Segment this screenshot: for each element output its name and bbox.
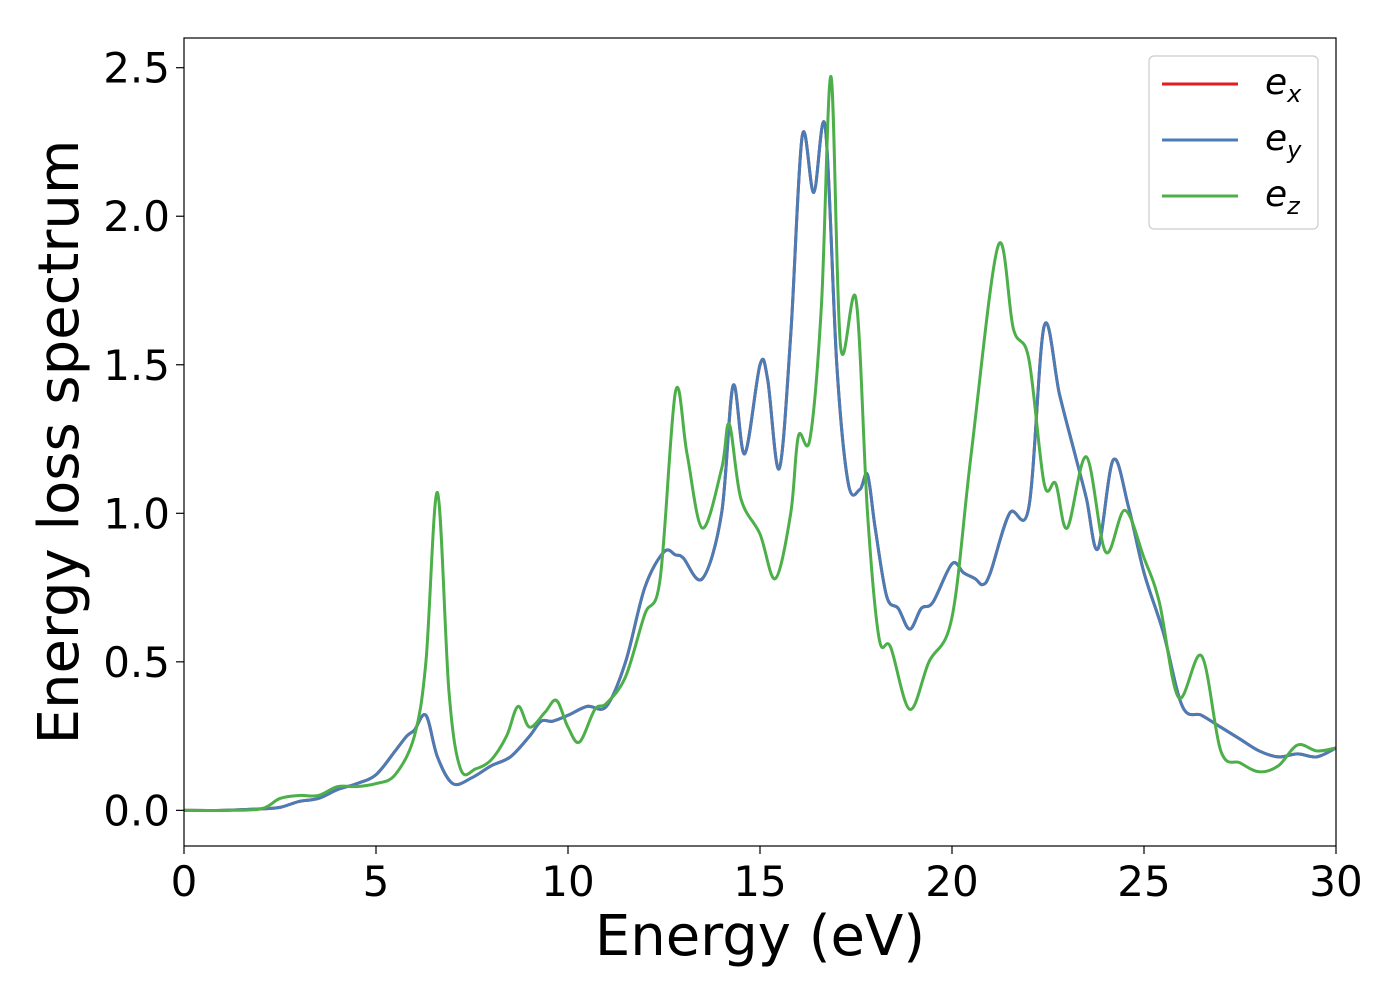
series-line-e-z [184, 75, 1336, 812]
legend: ex ey ez [1148, 55, 1319, 230]
x-tick-label: 15 [733, 857, 786, 906]
legend-label-e-y: ey [1265, 118, 1302, 164]
series-layer [184, 75, 1336, 812]
x-tick-label: 0 [171, 857, 198, 906]
y-axis-label: Energy loss spectrum [27, 140, 92, 745]
y-tick-label: 1.0 [103, 489, 170, 538]
x-tick-label: 10 [541, 857, 594, 906]
y-tick-label: 1.5 [103, 341, 170, 390]
x-axis-ticks: 0 5 10 15 20 25 30 [171, 846, 1363, 906]
x-tick-label: 30 [1309, 857, 1362, 906]
y-tick-label: 2.0 [103, 192, 170, 241]
x-tick-label: 25 [1117, 857, 1170, 906]
y-tick-label: 0.0 [103, 786, 170, 835]
legend-label-e-z: ez [1265, 174, 1301, 220]
y-tick-label: 0.5 [103, 638, 170, 687]
y-tick-label: 2.5 [103, 44, 170, 93]
x-axis-label: Energy (eV) [595, 904, 925, 969]
legend-label-e-x: ex [1265, 62, 1302, 108]
x-tick-label: 20 [925, 857, 978, 906]
legend-box [1148, 55, 1319, 230]
series-line-e-y [184, 120, 1336, 812]
y-axis-ticks: 0.0 0.5 1.0 1.5 2.0 2.5 [103, 44, 184, 835]
x-tick-label: 5 [363, 857, 390, 906]
